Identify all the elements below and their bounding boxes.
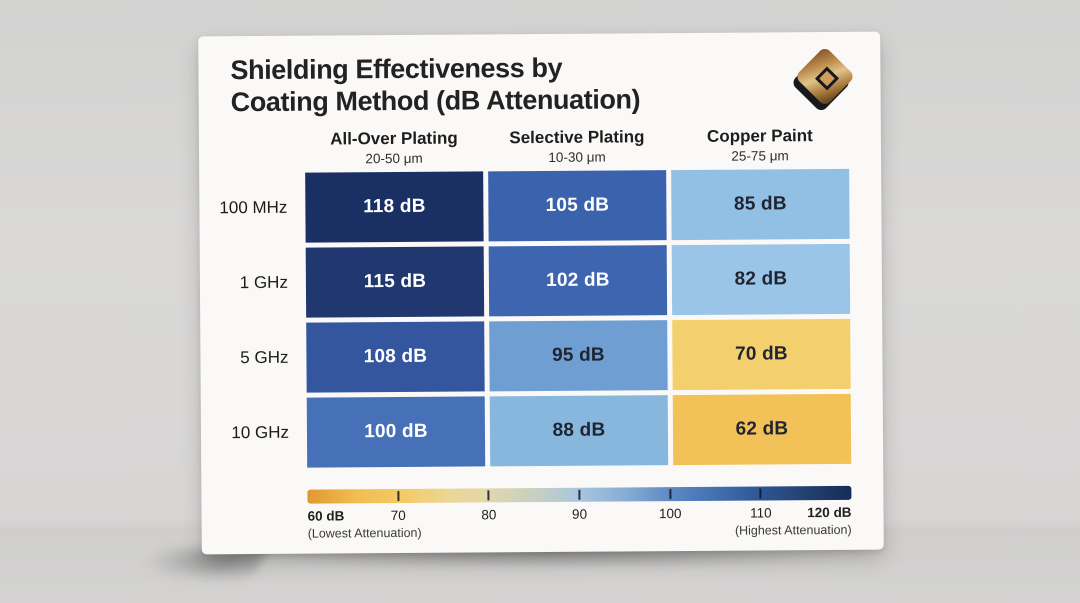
colorbar: 60 dB 120 dB 70 80 90 100 110 (Lowest Attenu… [307, 485, 852, 541]
heatmap-cell: 102 dB [488, 245, 668, 317]
colorbar-tick-label: 90 [571, 506, 588, 522]
heatmap-cell: 95 dB [489, 320, 668, 392]
row-label-frequency: 100 MHz [219, 197, 288, 218]
infographic-card: Shielding Effectiveness by Coating Metho… [198, 31, 884, 555]
heatmap-cell: 82 dB [671, 243, 851, 316]
heatmap-cell: 108 dB [306, 321, 485, 393]
heatmap-cell: 70 dB [672, 318, 851, 391]
colorbar-max-caption: (Highest Attenuation) [734, 522, 852, 538]
colorbar-tick-label: 110 [750, 505, 772, 521]
colorbar-tick [397, 490, 400, 502]
brand-diamond-chip-logo [790, 46, 856, 114]
colorbar-min-label: 60 dB [307, 508, 345, 524]
heatmap-cell: 105 dB [488, 170, 667, 242]
heatmap-cell: 85 dB [671, 168, 850, 241]
colorbar-gradient [307, 485, 852, 504]
column-thickness-range: 20-50 μm [365, 150, 423, 167]
heatmap-grid: 100 MHz 118 dB 105 dB 85 dB 1 GHz 115 dB 102 d… [199, 168, 852, 469]
colorbar-tick-label: 100 [658, 506, 682, 522]
row-label-frequency: 10 GHz [231, 422, 290, 443]
heatmap-cell: 118 dB [305, 171, 484, 243]
column-header-copper-paint: Copper Paint 25-75 μm [671, 126, 849, 164]
heatmap-cell: 100 dB [306, 396, 486, 468]
colorbar-tick [578, 489, 581, 500]
colorbar-captions: (Lowest Attenuation) (Highest Attenuatio… [308, 523, 852, 541]
row-label-frequency: 1 GHz [239, 272, 288, 293]
column-thickness-range: 25-75 μm [731, 148, 789, 164]
colorbar-max-label: 120 dB [807, 504, 852, 521]
chart-title-line1: Shielding Effectiveness by [230, 52, 563, 86]
chart-title: Shielding Effectiveness by Coating Metho… [230, 50, 790, 119]
column-label: All-Over Plating [330, 128, 458, 149]
header-spacer [199, 130, 300, 168]
heatmap-cell: 62 dB [672, 393, 852, 466]
column-thickness-range: 10-30 μm [548, 149, 606, 165]
column-label: Selective Plating [509, 127, 645, 148]
column-header-all-over-plating: All-Over Plating 20-50 μm [305, 128, 483, 167]
colorbar-tick-label: 70 [390, 507, 406, 524]
heatmap-cell: 115 dB [305, 246, 485, 318]
column-header-selective-plating: Selective Plating 10-30 μm [488, 127, 666, 165]
colorbar-tick-label: 80 [481, 507, 497, 523]
colorbar-tick [759, 488, 762, 499]
row-label-frequency: 5 GHz [240, 347, 289, 368]
column-header-row: All-Over Plating 20-50 μm Selective Plat… [199, 126, 849, 168]
chart-title-line2: Coating Method (dB Attenuation) [230, 84, 641, 118]
colorbar-min-caption: (Lowest Attenuation) [307, 525, 422, 541]
colorbar-tick [487, 490, 490, 501]
column-label: Copper Paint [706, 126, 813, 146]
heatmap-cell: 88 dB [489, 395, 669, 467]
colorbar-tick [669, 489, 672, 500]
